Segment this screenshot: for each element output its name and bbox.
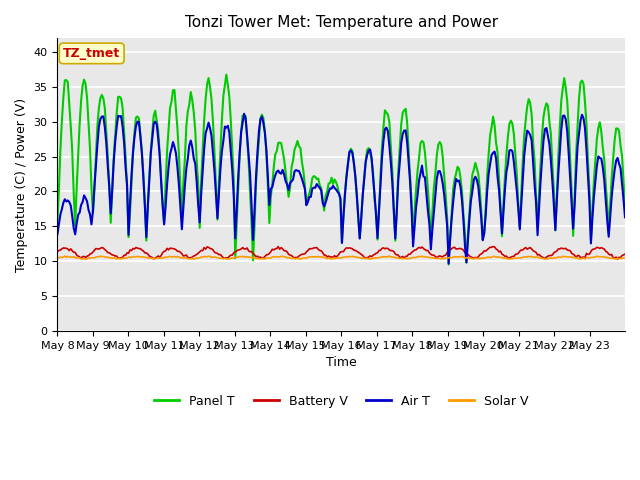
Air T	[240, 111, 248, 117]
Battery V	[544, 253, 552, 259]
Air T	[91, 183, 99, 189]
Air T	[620, 197, 627, 203]
Battery V	[347, 245, 355, 251]
Air T	[54, 231, 61, 237]
Solar V	[620, 255, 627, 261]
Panel T	[461, 231, 468, 237]
Battery V	[73, 252, 81, 258]
Solar V	[296, 256, 304, 262]
Title: Tonzi Tower Met: Temperature and Power: Tonzi Tower Met: Temperature and Power	[184, 15, 498, 30]
Battery V	[614, 256, 621, 262]
Line: Panel T: Panel T	[58, 74, 625, 264]
Battery V	[621, 251, 629, 257]
Solar V	[621, 255, 629, 261]
Text: TZ_tmet: TZ_tmet	[63, 47, 120, 60]
Air T	[347, 147, 355, 153]
Battery V	[460, 247, 467, 253]
Panel T	[347, 146, 355, 152]
Solar V	[73, 255, 81, 261]
Legend: Panel T, Battery V, Air T, Solar V: Panel T, Battery V, Air T, Solar V	[149, 390, 533, 413]
Line: Air T: Air T	[58, 114, 625, 264]
Panel T	[445, 262, 452, 267]
Air T	[461, 242, 468, 248]
Battery V	[54, 249, 61, 255]
Panel T	[54, 219, 61, 225]
Solar V	[347, 254, 355, 260]
Solar V	[461, 255, 468, 261]
Panel T	[91, 186, 99, 192]
Panel T	[621, 204, 629, 209]
Air T	[621, 215, 629, 220]
Line: Battery V: Battery V	[58, 247, 625, 259]
Solar V	[54, 255, 61, 261]
Solar V	[385, 253, 393, 259]
Battery V	[91, 247, 99, 253]
Y-axis label: Temperature (C) / Power (V): Temperature (C) / Power (V)	[15, 97, 28, 272]
Panel T	[545, 119, 553, 125]
Panel T	[223, 72, 230, 77]
Air T	[545, 141, 553, 147]
Air T	[73, 221, 81, 227]
Battery V	[620, 252, 627, 258]
Line: Solar V: Solar V	[58, 256, 625, 259]
Solar V	[545, 255, 553, 261]
Battery V	[275, 244, 282, 250]
Panel T	[620, 178, 627, 183]
Solar V	[91, 255, 99, 261]
Air T	[445, 261, 452, 266]
X-axis label: Time: Time	[326, 356, 356, 369]
Panel T	[73, 185, 81, 191]
